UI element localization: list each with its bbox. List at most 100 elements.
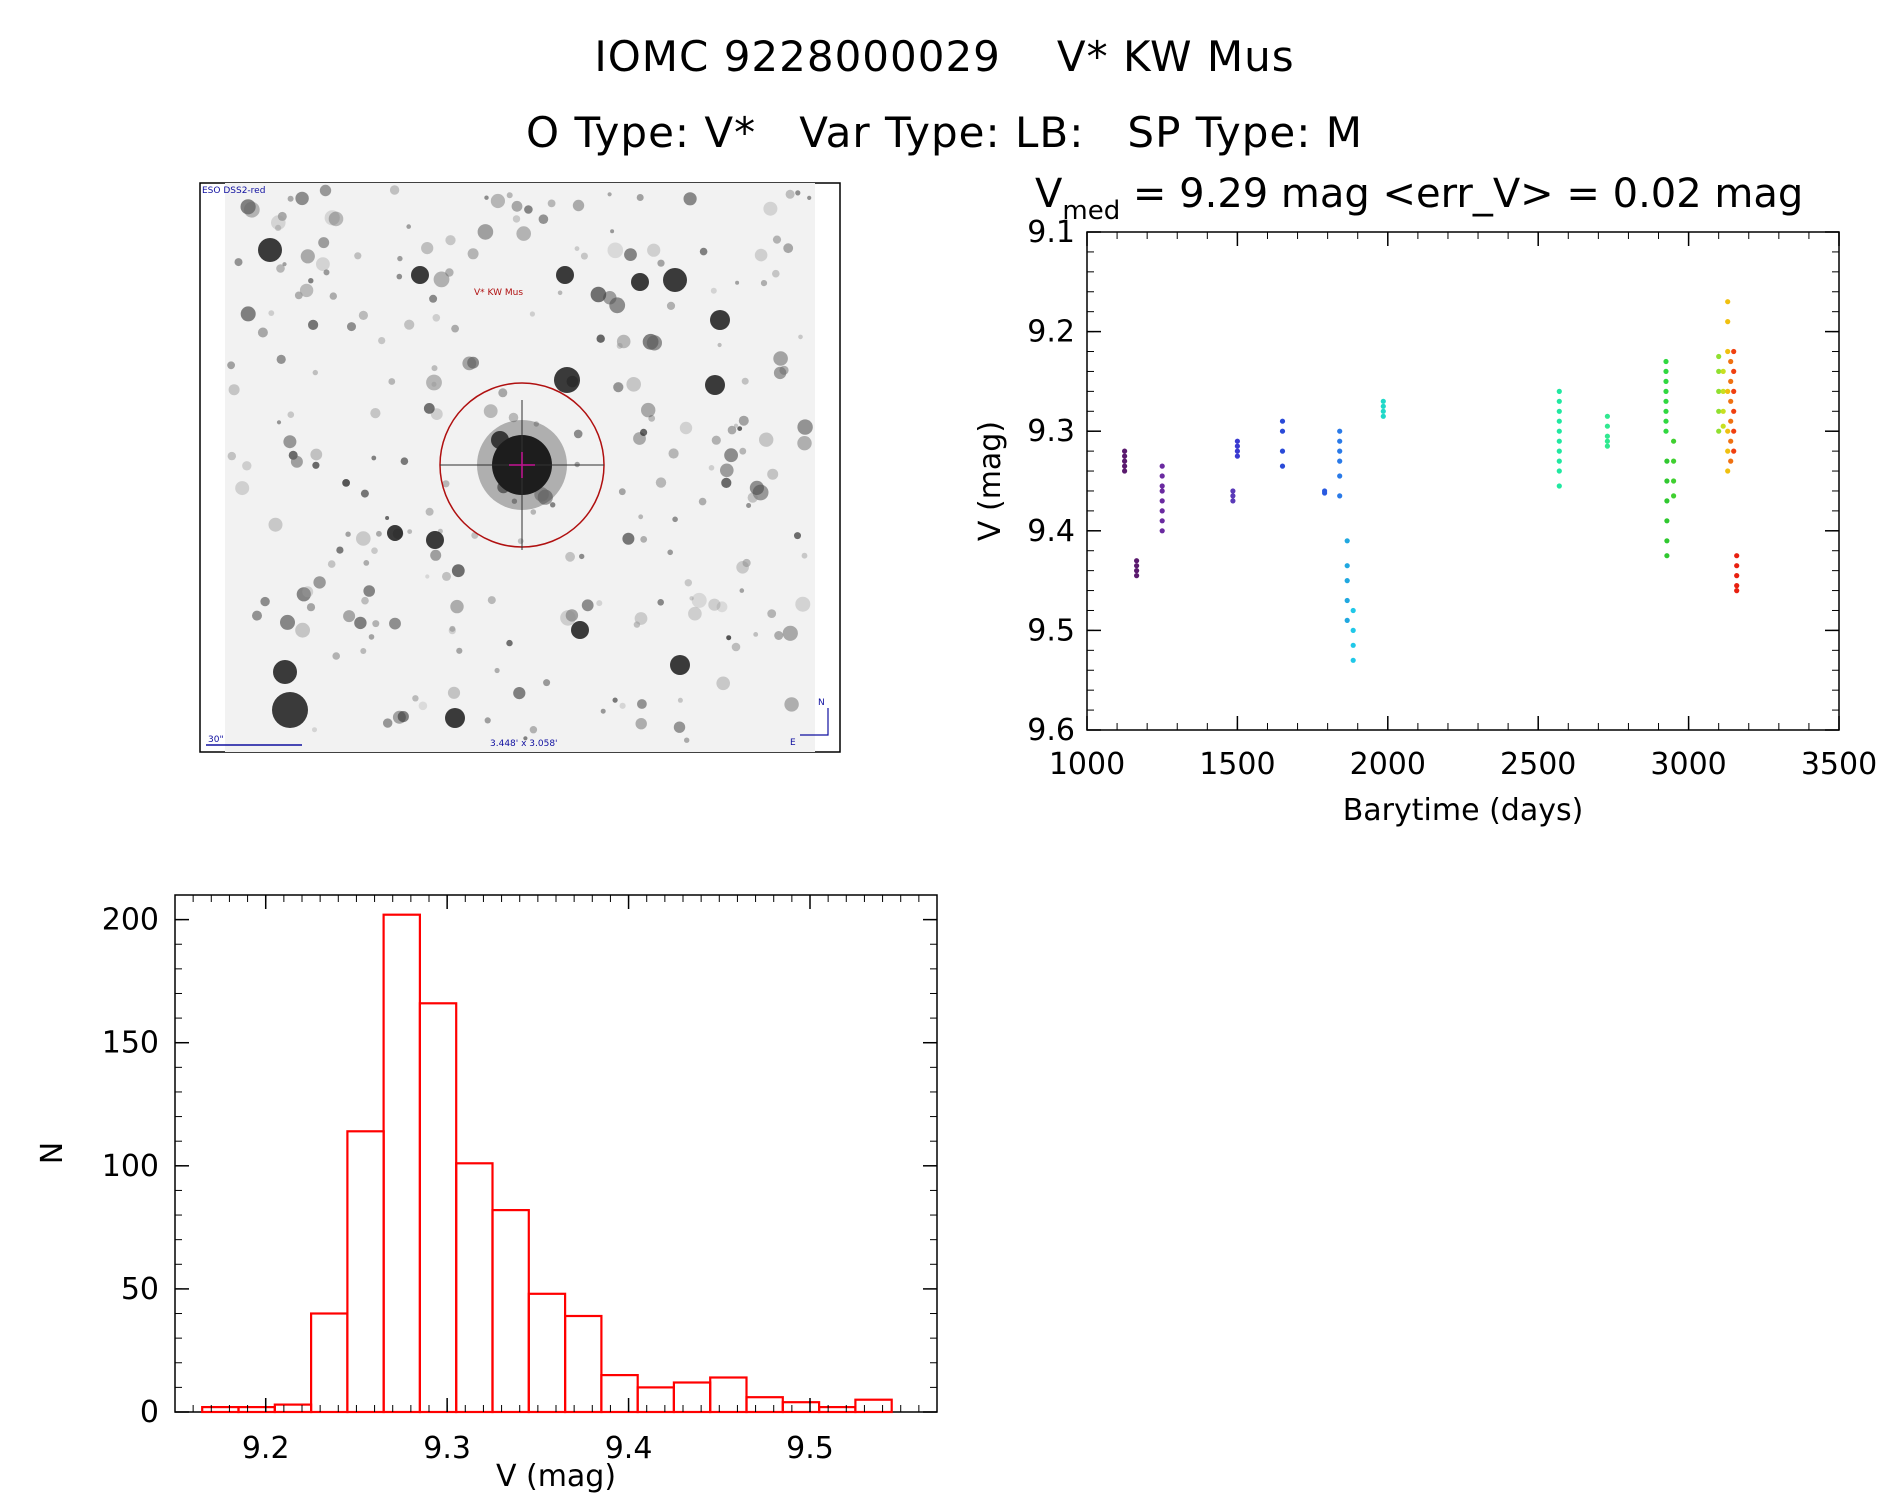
- hist-bar: [563, 1314, 603, 1414]
- star: [689, 596, 694, 601]
- lc-point: [1604, 413, 1610, 419]
- star: [240, 199, 256, 215]
- star: [636, 194, 644, 201]
- lc-point: [1122, 448, 1128, 454]
- star: [354, 616, 367, 630]
- lc-point: [1159, 498, 1165, 504]
- hist-bar: [781, 1401, 821, 1414]
- lc-point: [1671, 493, 1677, 499]
- hist-bar: [636, 1386, 675, 1414]
- lc-point: [1556, 438, 1562, 444]
- star: [691, 592, 707, 608]
- star: [372, 620, 380, 628]
- star: [328, 211, 344, 227]
- star: [508, 412, 519, 423]
- title-line-2: O Type: V* Var Type: LB: SP Type: M: [526, 108, 1363, 157]
- hist-bar: [709, 1376, 748, 1414]
- star: [308, 278, 314, 284]
- lc-xtick-label: 2000: [1350, 747, 1426, 782]
- star: [797, 436, 812, 451]
- lc-point: [1134, 558, 1140, 564]
- star: [655, 477, 667, 488]
- lc-point: [1663, 378, 1669, 384]
- lc-point: [1720, 408, 1726, 414]
- star: [624, 248, 637, 261]
- hist-bar: [600, 1373, 639, 1414]
- star: [283, 435, 297, 449]
- star: [640, 428, 648, 436]
- star: [423, 403, 435, 414]
- lc-xlabel: Barytime (days): [1343, 793, 1584, 828]
- star: [784, 697, 799, 712]
- star: [295, 191, 309, 206]
- star: [667, 549, 673, 556]
- star: [449, 625, 456, 632]
- hist-bar: [310, 1312, 349, 1414]
- star: [785, 189, 795, 199]
- star: [708, 465, 715, 471]
- star: [710, 287, 717, 294]
- lc-point: [1671, 438, 1677, 444]
- hist-axes-frame: [174, 894, 938, 1413]
- star: [580, 252, 588, 260]
- hist-bar: [854, 1398, 893, 1414]
- star: [772, 269, 780, 278]
- lc-point: [1556, 468, 1562, 474]
- lc-point: [1322, 490, 1328, 496]
- star: [287, 195, 294, 202]
- star: [234, 258, 243, 267]
- lc-point: [1604, 433, 1610, 439]
- star: [418, 701, 428, 711]
- lc-point: [1663, 398, 1669, 404]
- lc-point: [1731, 428, 1737, 434]
- star: [797, 419, 813, 435]
- star: [456, 647, 463, 654]
- lc-ticks: 1000 1500 2000 2500 3000 3500 9.1 9.2 9.3 9.4 9.5 9…: [1027, 215, 1877, 782]
- star: [733, 423, 739, 428]
- star: [721, 477, 732, 488]
- hist-xtick-label: 9.2: [242, 1431, 290, 1466]
- hist-xlabel: V (mag): [496, 1459, 616, 1494]
- lc-point: [1380, 403, 1386, 409]
- hist-bar: [745, 1396, 784, 1414]
- star: [626, 377, 641, 392]
- hist-bar: [201, 1405, 240, 1414]
- hist-ylabel: N: [35, 1142, 70, 1164]
- hist-bar: [382, 913, 422, 1414]
- star: [783, 243, 794, 254]
- hist-bar: [273, 1403, 313, 1414]
- star: [354, 252, 362, 260]
- star: [760, 280, 768, 287]
- star: [421, 242, 434, 255]
- lc-point: [1734, 563, 1740, 569]
- star: [447, 686, 461, 699]
- star: [511, 498, 518, 504]
- lc-point: [1725, 428, 1731, 434]
- star: [302, 586, 314, 598]
- lc-point: [1337, 493, 1343, 499]
- star: [716, 601, 728, 613]
- object-id: IOMC 9228000029: [594, 32, 1001, 81]
- lc-point: [1734, 588, 1740, 594]
- star: [512, 215, 521, 223]
- lc-point: [1725, 448, 1731, 454]
- hist-bars: [201, 913, 893, 1414]
- lc-point: [1556, 398, 1562, 404]
- star: [684, 737, 690, 743]
- star: [530, 509, 537, 515]
- lc-point: [1159, 463, 1165, 469]
- star: [647, 243, 661, 257]
- lc-point: [1556, 448, 1562, 454]
- star: [323, 269, 330, 276]
- star: [711, 435, 721, 445]
- star: [807, 195, 812, 200]
- star: [358, 310, 368, 320]
- lc-point: [1604, 423, 1610, 429]
- lc-xtick-label: 3000: [1650, 747, 1726, 782]
- hist-ytick-label: 100: [102, 1149, 159, 1184]
- star: [280, 614, 295, 630]
- star: [524, 205, 533, 214]
- star: [657, 599, 664, 606]
- lc-ylabel: V (mag): [973, 421, 1008, 541]
- star: [648, 415, 656, 422]
